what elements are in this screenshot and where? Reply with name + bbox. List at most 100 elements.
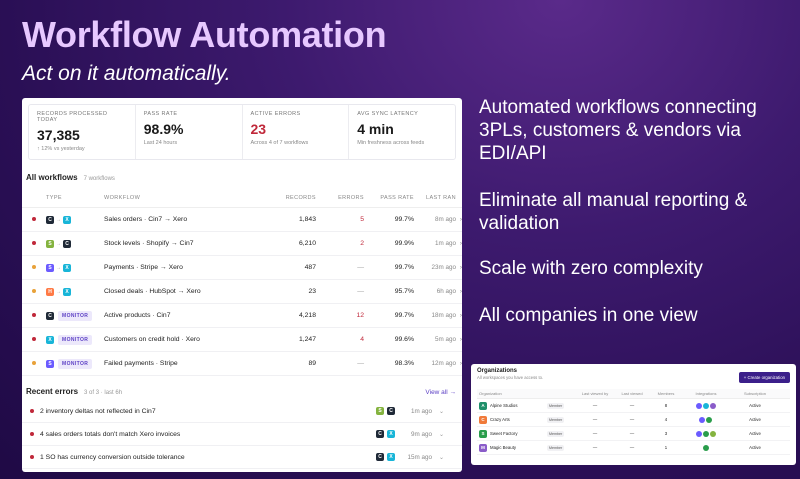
table-row[interactable]: S → X Payments · Stripe → Xero 487—99.7% 23m …	[22, 256, 462, 280]
error-dot	[30, 432, 34, 436]
table-row[interactable]: M Magic Beauty Member — — 1 Active	[477, 441, 790, 455]
errors-count: 3 of 3 · last 6h	[84, 390, 123, 396]
org-last-viewed: —	[629, 445, 635, 450]
integration-logo-icon: X	[63, 287, 71, 296]
list-item[interactable]: 2 inventory deltas not reflected in Cin7…	[22, 400, 462, 423]
workflow-last-ran: 1m ago	[434, 240, 456, 247]
integration-icon	[702, 444, 709, 451]
table-row[interactable]: C → X Sales orders · Cin7 → Xero 1,843 5 99.7%…	[22, 208, 462, 232]
chevron-right-icon[interactable]: ›	[459, 336, 462, 343]
status-dot	[32, 241, 36, 245]
orgs-col-name: Organization	[479, 391, 502, 396]
kpi-value: 23	[250, 121, 267, 137]
integration-icon	[709, 402, 716, 409]
org-name: Crazy Arts	[490, 416, 510, 422]
orgs-table-header: Organization Last viewed by Last viewed …	[477, 389, 790, 399]
table-row[interactable]: A Alpine Studios Member — — 8 Active	[477, 399, 790, 413]
org-last-viewed: —	[629, 403, 635, 408]
chevron-right-icon[interactable]: ›	[459, 288, 462, 295]
integration-logo-icon: X	[63, 215, 71, 224]
error-time: 15m ago	[407, 453, 432, 461]
col-header-workflow: WORKFLOW	[104, 194, 141, 201]
workflow-records: 4,218	[298, 312, 316, 319]
workflow-type: S → X	[46, 263, 104, 272]
workflow-errors: —	[357, 264, 364, 271]
orgs-col-integrations: Integrations	[695, 391, 717, 396]
list-item[interactable]: 1 SO has currency conversion outside tol…	[22, 446, 462, 469]
table-row[interactable]: S MONITOR Failed payments · Stripe 89 — 98.3%…	[22, 352, 462, 376]
org-members: 8	[664, 403, 668, 408]
kpi-latency: AVG SYNC LATENCY 4 min Min freshness acr…	[349, 105, 455, 159]
kpi-label: RECORDS PROCESSED TODAY	[37, 111, 108, 123]
role-badge: Member	[547, 430, 565, 437]
org-avatar: S	[479, 429, 487, 438]
org-last-viewed: —	[629, 431, 635, 436]
col-header-records: RECORDS	[285, 194, 316, 201]
feature-item: All companies in one view	[479, 305, 698, 326]
workflows-table-body: C → X Sales orders · Cin7 → Xero 1,843 5 99.7%…	[22, 208, 462, 376]
orgs-subtitle: All workspaces you have access to.	[477, 375, 544, 380]
workflow-pass-rate: 99.9%	[394, 240, 414, 247]
list-item[interactable]: 4 sales orders totals don't match Xero i…	[22, 423, 462, 446]
org-last-viewed: —	[629, 417, 635, 422]
table-row[interactable]: H → X Closed deals · HubSpot → Xero 23—95.7%…	[22, 280, 462, 304]
kpi-note: Across 4 of 7 workflows	[250, 140, 309, 146]
workflow-type: X MONITOR	[46, 334, 104, 345]
chevron-right-icon[interactable]: ›	[459, 264, 462, 271]
kpi-value: 4 min	[357, 121, 394, 137]
table-row[interactable]: C Crazy Arts Member — — 4 Active	[477, 413, 790, 427]
chevron-down-icon[interactable]: ⌄	[438, 454, 444, 461]
table-row[interactable]: C MONITOR Active products · Cin7 4,218 12 99.…	[22, 304, 462, 328]
integration-icon	[699, 416, 705, 423]
workflow-name: Customers on credit hold · Xero	[104, 336, 200, 343]
error-message: 2 inventory deltas not reflected in Cin7	[40, 407, 156, 415]
orgs-table-body: A Alpine Studios Member — —8 Active C Crazy Art…	[477, 399, 790, 455]
feature-item: Eliminate all manual reporting & validat…	[479, 190, 748, 234]
chevron-right-icon[interactable]: ›	[459, 240, 462, 247]
workflows-table-header: TYPE WORKFLOW RECORDS ERRORS PASS RATE L…	[22, 188, 462, 208]
error-time: 1m ago	[410, 407, 432, 415]
org-last-viewed-by: —	[592, 431, 598, 436]
chevron-right-icon[interactable]: ›	[459, 312, 462, 319]
error-message: 1 SO has currency conversion outside tol…	[40, 453, 185, 461]
workflow-records: 23	[308, 288, 316, 295]
chevron-right-icon[interactable]: ›	[459, 360, 462, 367]
arrow-right-icon: →	[56, 216, 61, 223]
chevron-down-icon[interactable]: ⌄	[438, 431, 444, 438]
kpi-value: 37,385	[37, 127, 80, 143]
table-row[interactable]: X MONITOR Customers on credit hold · Xero 1…	[22, 328, 462, 352]
integration-logo-icon: H	[46, 287, 54, 296]
workflows-header: All workflows 7 workflows	[26, 173, 462, 182]
status-dot	[32, 361, 36, 365]
chevron-down-icon[interactable]: ⌄	[438, 408, 444, 415]
integration-logo-icon: S	[46, 239, 54, 248]
workflow-name: Failed payments · Stripe	[104, 360, 178, 367]
col-header-errors: ERRORS	[338, 194, 364, 201]
monitor-badge: MONITOR	[58, 334, 93, 345]
integration-logo-icon: C	[387, 407, 395, 415]
workflow-records: 89	[308, 360, 316, 367]
monitor-badge: MONITOR	[58, 358, 93, 369]
chevron-right-icon[interactable]: ›	[459, 216, 462, 223]
org-subscription: Active	[749, 431, 761, 436]
create-organization-button[interactable]: + Create organization	[738, 372, 790, 383]
org-last-viewed-by: —	[592, 403, 598, 408]
org-members: 4	[664, 417, 668, 422]
hero-subtitle: Act on it automatically.	[22, 62, 231, 85]
view-all-link[interactable]: View all →	[425, 389, 456, 396]
org-subscription: Active	[749, 417, 761, 422]
integration-icon	[695, 402, 702, 409]
feature-item: Scale with zero complexity	[479, 258, 703, 279]
orgs-col-last-viewed: Last viewed	[621, 391, 643, 396]
org-members: 3	[664, 431, 668, 436]
arrow-right-icon: →	[56, 240, 61, 247]
col-header-last-ran: LAST RAN	[426, 194, 456, 201]
table-row[interactable]: S Sweet Factory Member — — 3 Active	[477, 427, 790, 441]
workflow-records: 1,843	[298, 216, 316, 223]
workflow-pass-rate: 99.7%	[394, 312, 414, 319]
error-time: 9m ago	[410, 430, 432, 438]
table-row[interactable]: S → C Stock levels · Shopify → Cin7 6,210 2 99…	[22, 232, 462, 256]
workflow-errors: 5	[360, 216, 364, 223]
